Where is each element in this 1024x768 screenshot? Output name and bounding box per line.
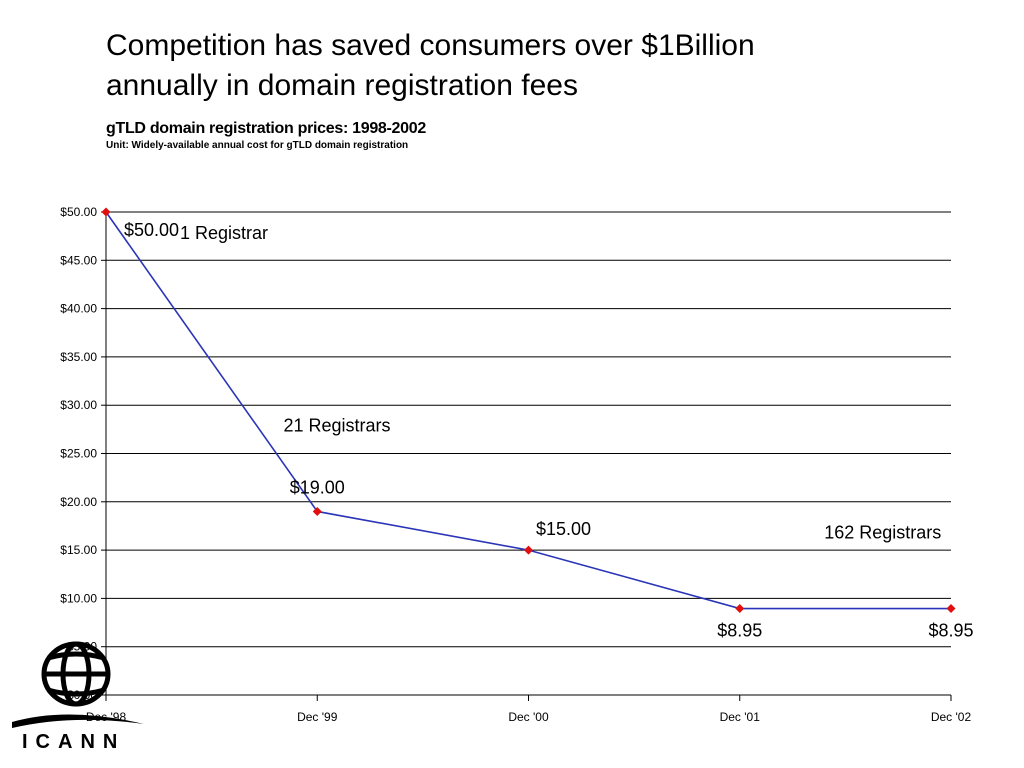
data-label: $19.00 [290,477,345,497]
labels: $50.00 $19.00 $15.00 $8.95 $8.95 1 Registrar 2… [124,220,974,641]
y-tick-label: $20.00 [60,495,97,509]
data-label: $50.00 [124,220,179,240]
chart-subtitle: gTLD domain registration prices: 1998-20… [106,120,426,137]
data-label: $15.00 [536,519,591,539]
page-title: Competition has saved consumers over $1B… [106,26,1006,106]
data-point-marker [524,545,533,555]
y-tick-label: $50.00 [60,205,97,219]
title-line-2: annually in domain registration fees [106,69,578,102]
y-tick-label: $10.00 [60,591,97,605]
data-point-marker [735,604,745,614]
series [101,207,956,614]
title-line-1: Competition has saved consumers over $1B… [106,29,755,62]
chart-unit-note: Unit: Widely-available annual cost for g… [106,140,409,151]
y-tick-label: $15.00 [60,543,97,557]
y-tick-label: $25.00 [60,447,97,461]
y-tick-label: $40.00 [60,302,97,316]
data-point-marker [101,207,111,217]
registrar-annotation: 1 Registrar [180,223,268,243]
y-tick-label: $35.00 [60,350,97,364]
icann-logo: ICANN [12,641,144,752]
x-tick-label: Dec '02 [931,710,972,724]
x-tick-label: Dec '00 [508,710,549,724]
data-label: $8.95 [717,621,762,641]
data-label: $8.95 [928,621,973,641]
globe-icon [41,641,111,707]
logo-text: ICANN [22,731,125,752]
y-tick-label: $30.00 [60,398,97,412]
x-tick-label: Dec '01 [720,710,761,724]
registrar-annotation: 162 Registrars [824,523,941,543]
data-point-marker [946,604,956,614]
axes: $0.00$5.00$10.00$15.00$20.00$25.00$30.00… [60,205,971,724]
grid-lines [106,211,951,696]
swoosh-icon [12,714,144,728]
data-point-marker [312,506,322,516]
x-tick-label: Dec '99 [297,710,338,724]
y-tick-label: $45.00 [60,253,97,267]
registrar-annotation: 21 Registrars [283,415,390,435]
